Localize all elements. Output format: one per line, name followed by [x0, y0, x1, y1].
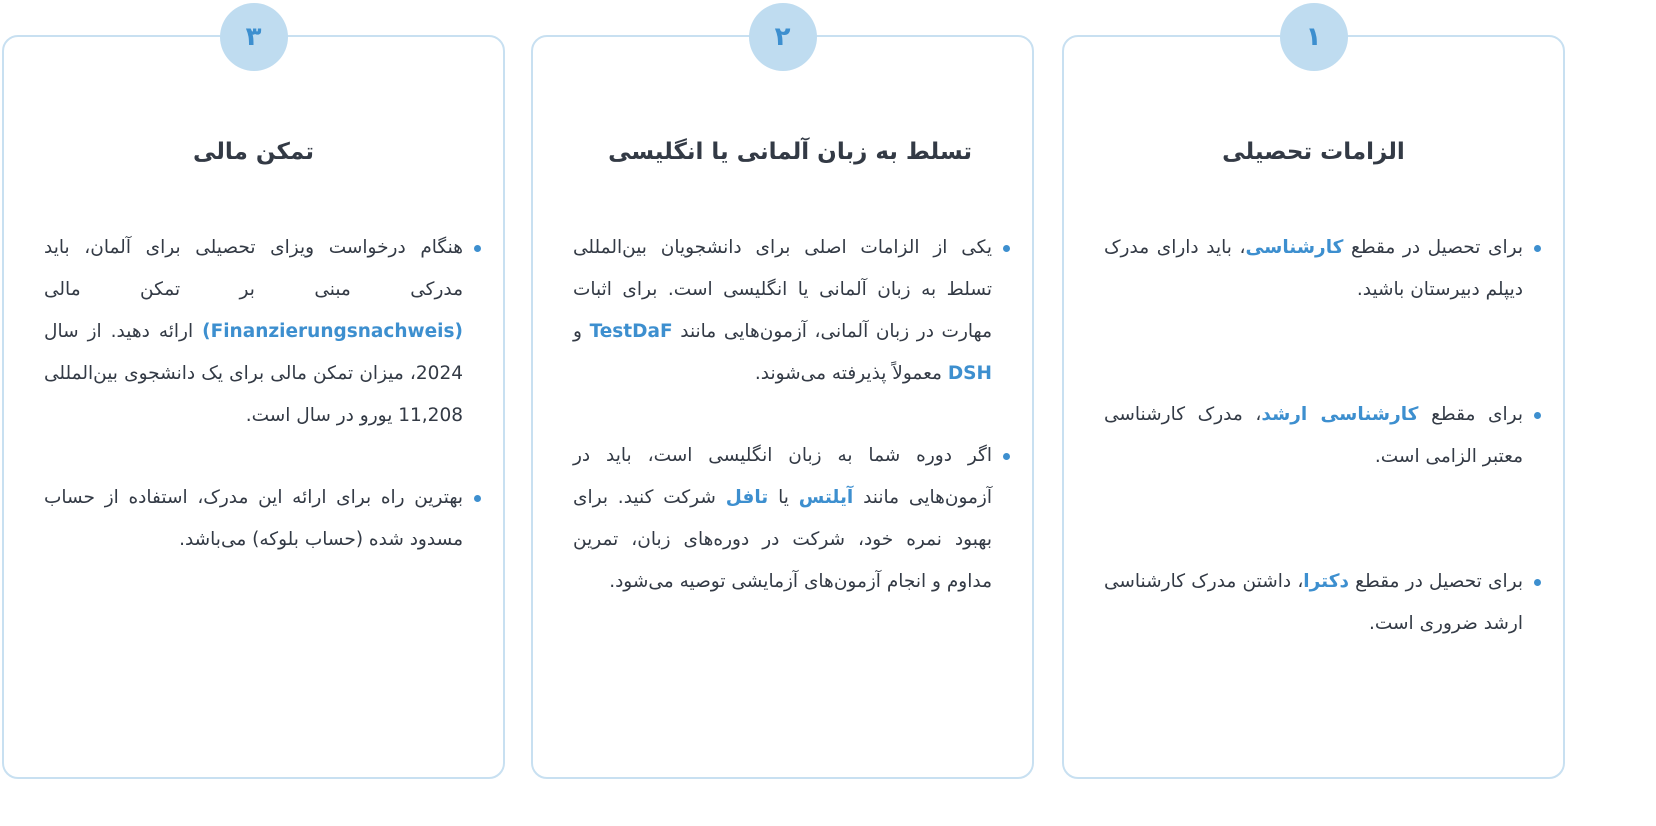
item-text: برای تحصیل در مقطع	[1343, 237, 1523, 258]
item-text: یکی از الزامات اصلی برای دانشجویان بین‌ا…	[573, 237, 992, 342]
highlight-text: TestDaF	[589, 321, 673, 342]
item-text: هنگام درخواست ویزای تحصیلی برای آلمان، ب…	[44, 237, 463, 300]
highlight-text: DSH	[947, 363, 992, 384]
item-text: و	[573, 321, 590, 342]
bullet-icon	[1003, 245, 1010, 252]
highlight-text: تافل	[725, 487, 769, 508]
item-text: یا	[768, 487, 799, 508]
step-number-badge: ۱	[1279, 3, 1348, 71]
list-item: برای مقطع کارشناسی ارشد، مدرک کارشناسی م…	[1104, 394, 1541, 478]
item-text: برای تحصیل در مقطع	[1348, 571, 1523, 592]
bullet-list: یکی از الزامات اصلی برای دانشجویان بین‌ا…	[573, 227, 1010, 643]
highlight-text: (Finanzierungsnachweis)	[202, 321, 463, 342]
card-title: تمکن مالی	[193, 139, 314, 165]
bullet-list: برای تحصیل در مقطع کارشناسی، باید دارای …	[1104, 227, 1541, 728]
highlight-text: کارشناسی	[1245, 237, 1344, 258]
card-title: الزامات تحصیلی	[1222, 139, 1405, 165]
list-item: اگر دوره شما به زبان انگلیسی است، باید د…	[573, 435, 1010, 603]
list-item: یکی از الزامات اصلی برای دانشجویان بین‌ا…	[573, 227, 1010, 395]
step-number-badge: ۲	[748, 3, 817, 71]
item-text: ، داشتن مدرک کارشناسی ارشد ضروری است.	[1104, 571, 1523, 634]
list-item: برای تحصیل در مقطع کارشناسی، باید دارای …	[1104, 227, 1541, 311]
card-financial: ۳ تمکن مالی هنگام درخواست ویزای تحصیلی ب…	[2, 3, 505, 779]
bullet-icon	[1534, 579, 1541, 586]
highlight-text: آیلتس	[798, 487, 854, 508]
bullet-list: هنگام درخواست ویزای تحصیلی برای آلمان، ب…	[44, 227, 481, 601]
list-item: هنگام درخواست ویزای تحصیلی برای آلمان، ب…	[44, 227, 481, 437]
bullet-icon	[474, 245, 481, 252]
card-title: تسلط به زبان آلمانی یا انگلیسی	[608, 139, 972, 165]
list-item: بهترین راه برای ارائه این مدرک، استفاده …	[44, 477, 481, 561]
item-text: معمولاً پذیرفته می‌شوند.	[754, 363, 948, 384]
item-text: ارائه دهید. از سال 2024، میزان تمکن مالی…	[44, 321, 463, 426]
item-text: اگر دوره شما به زبان انگلیسی است، باید د…	[573, 445, 992, 508]
item-text: ، مدرک کارشناسی معتبر الزامی است.	[1104, 404, 1523, 467]
highlight-text: کارشناسی ارشد	[1261, 404, 1419, 425]
bullet-icon	[1534, 412, 1541, 419]
highlight-text: دکترا	[1303, 571, 1349, 592]
item-text: ، باید دارای مدرک دیپلم دبیرستان باشید.	[1104, 237, 1523, 300]
bullet-icon	[1534, 245, 1541, 252]
bullet-icon	[474, 495, 481, 502]
list-item: برای تحصیل در مقطع دکترا، داشتن مدرک کار…	[1104, 561, 1541, 645]
card-language: ۲ تسلط به زبان آلمانی یا انگلیسی یکی از …	[531, 3, 1034, 779]
bullet-icon	[1003, 453, 1010, 460]
item-text: برای مقطع	[1418, 404, 1523, 425]
item-text: بهترین راه برای ارائه این مدرک، استفاده …	[44, 487, 463, 550]
item-text: شرکت کنید. برای بهبود نمره خود، شرکت در …	[573, 487, 992, 592]
step-number-badge: ۳	[219, 3, 288, 71]
card-academic: ۱ الزامات تحصیلی برای تحصیل در مقطع کارش…	[1062, 3, 1565, 779]
